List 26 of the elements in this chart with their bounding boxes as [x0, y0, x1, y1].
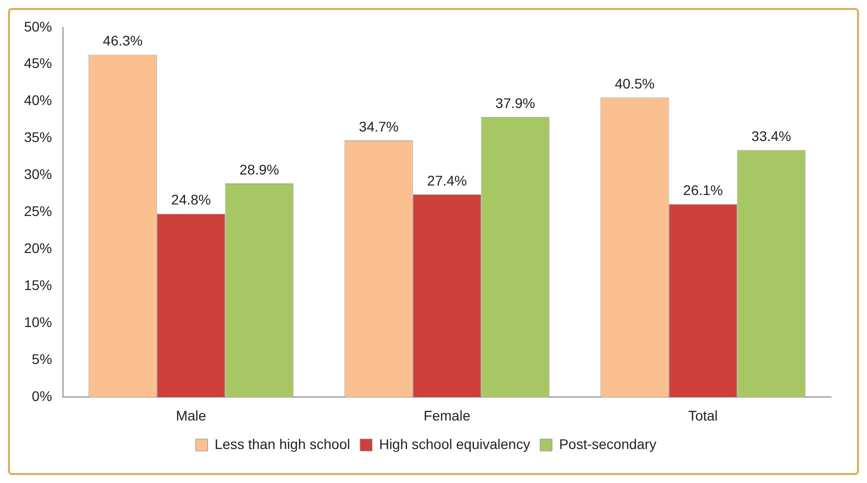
y-tick-label: 0% — [32, 388, 52, 404]
data-label: 24.8% — [171, 192, 211, 208]
y-tick-label: 10% — [24, 314, 52, 330]
y-tick-label: 20% — [24, 240, 52, 256]
data-label: 37.9% — [495, 94, 536, 111]
x-tick-label: Female — [424, 407, 471, 424]
data-label: 46.3% — [102, 32, 143, 49]
data-label: 27.4% — [427, 172, 467, 188]
data-label: 33.4% — [751, 128, 792, 144]
y-tick-label: 35% — [24, 129, 52, 146]
y-tick-label: 5% — [32, 351, 52, 368]
x-tick-label: Total — [688, 407, 718, 424]
y-tick-label: 50% — [24, 18, 52, 34]
data-label: 40.5% — [614, 76, 655, 92]
y-tick-label: 25% — [24, 203, 52, 220]
legend-label: Post-secondary — [559, 436, 656, 452]
legend-label: Less than high school — [214, 436, 350, 452]
y-tick-label: 30% — [24, 166, 52, 182]
x-tick-label: Male — [176, 407, 206, 424]
data-label: 28.9% — [239, 161, 280, 178]
y-tick-label: 45% — [24, 55, 52, 72]
y-tick-label: 40% — [24, 92, 52, 108]
legend-label: High school equivalency — [379, 436, 530, 452]
data-label: 26.1% — [683, 182, 723, 198]
y-tick-label: 15% — [24, 277, 52, 294]
data-label: 34.7% — [358, 118, 399, 134]
